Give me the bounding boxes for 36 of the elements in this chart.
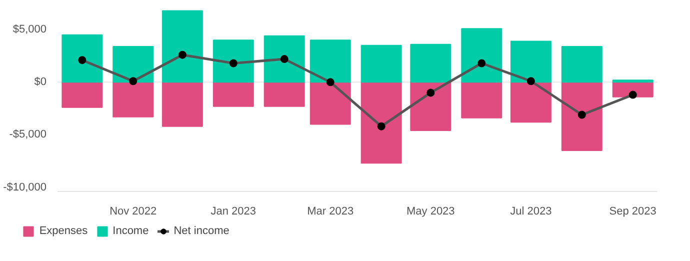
- y-tick-label: -$10,000: [3, 181, 47, 194]
- bar: [360, 44, 402, 83]
- y-tick-label: $0: [34, 76, 47, 88]
- bar: [264, 35, 305, 83]
- bar: [310, 82, 351, 125]
- bar: [561, 46, 602, 83]
- x-tick-label: May 2023: [406, 206, 455, 218]
- x-tick-label: Sep 2023: [609, 206, 656, 218]
- bar: [410, 44, 452, 83]
- bar: [112, 82, 154, 118]
- bar: [510, 82, 552, 123]
- bar: [62, 34, 103, 83]
- bar: [461, 28, 502, 83]
- x-tick-label: Jan 2023: [210, 206, 256, 218]
- bar: [212, 40, 254, 83]
- bar: [212, 82, 254, 107]
- bar: [410, 82, 452, 132]
- y-tick-label: -$5,000: [9, 128, 47, 141]
- bar: [612, 80, 654, 83]
- bar: [112, 46, 154, 83]
- bar: [162, 10, 203, 83]
- bar: [461, 82, 502, 118]
- bar: [310, 40, 351, 83]
- x-tick-label: Jul 2023: [510, 206, 552, 218]
- bar: [162, 82, 203, 127]
- legend-label: Net income: [174, 225, 230, 237]
- x-tick-label: Nov 2022: [110, 206, 157, 218]
- bar: [561, 82, 602, 152]
- bar: [264, 82, 305, 107]
- bar: [62, 82, 103, 108]
- x-tick-label: Mar 2023: [307, 206, 354, 218]
- bar: [510, 40, 552, 83]
- bar: [360, 82, 402, 164]
- legend-label: Expenses: [39, 225, 88, 237]
- legend-label: Income: [112, 225, 149, 237]
- y-tick-label: $5,000: [12, 24, 47, 36]
